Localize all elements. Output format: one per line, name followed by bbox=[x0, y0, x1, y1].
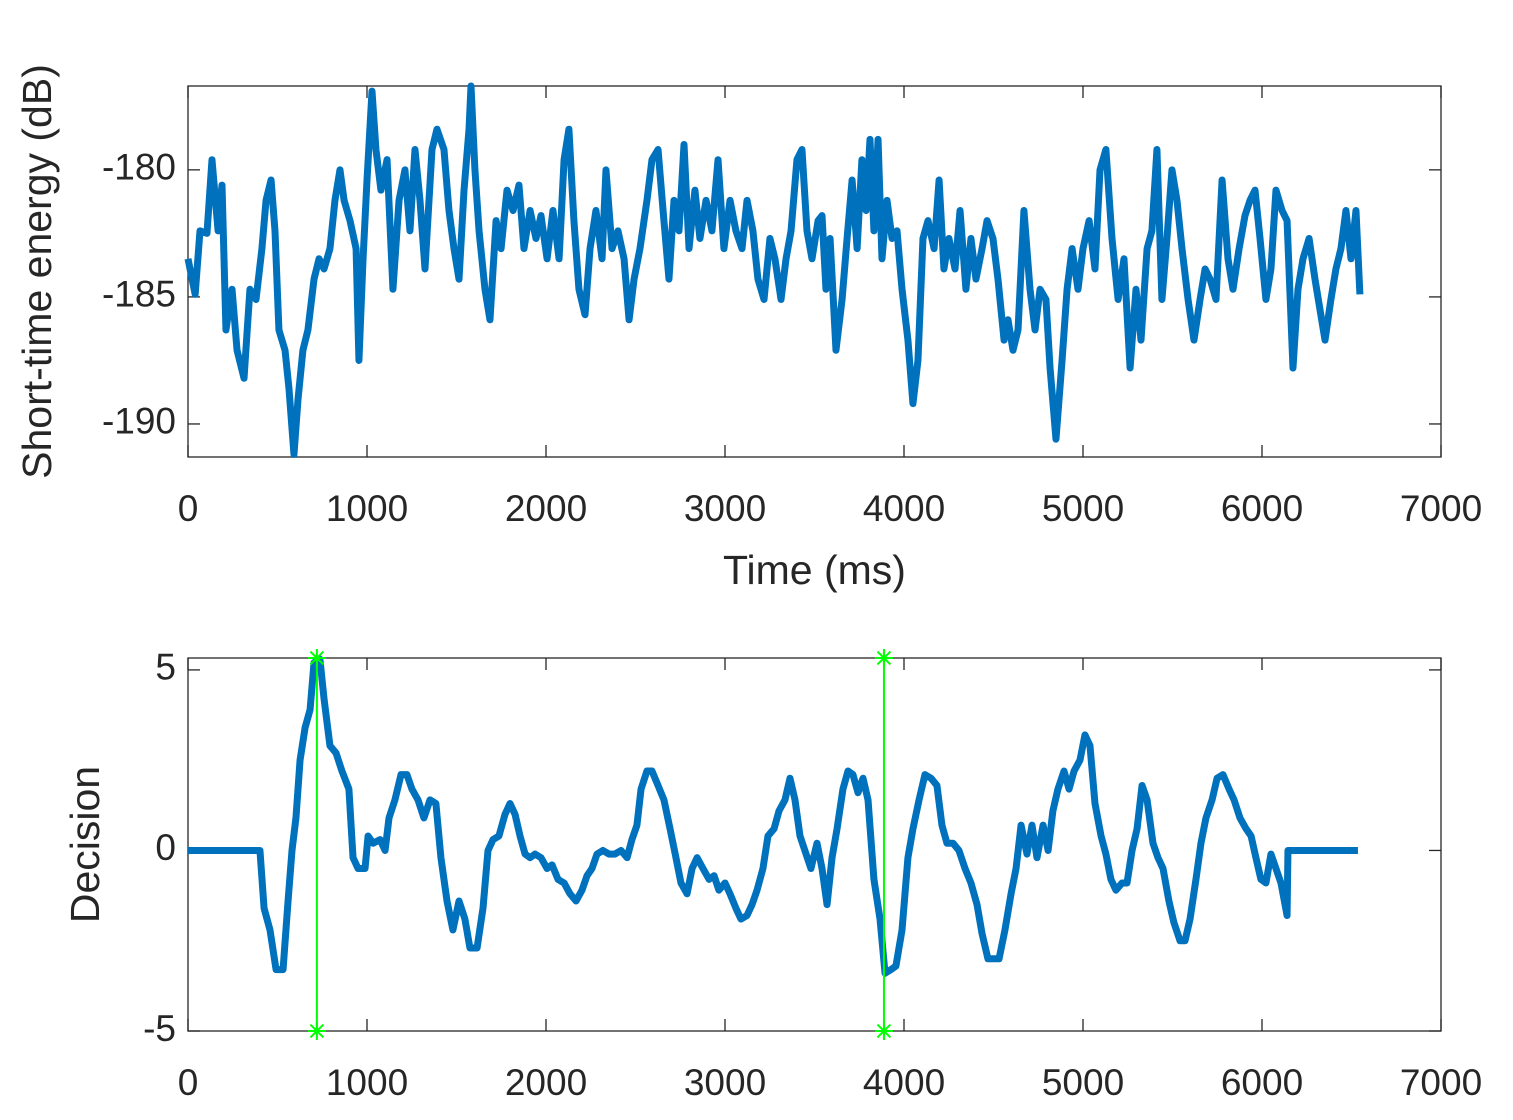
y-tick-label: -5 bbox=[143, 1008, 176, 1049]
x-tick-label: 3000 bbox=[684, 488, 766, 529]
x-tick-label: 5000 bbox=[1042, 1062, 1124, 1103]
y-tick-label: -180 bbox=[102, 147, 176, 188]
y-axis-label: Decision bbox=[62, 766, 108, 923]
x-tick-label: 0 bbox=[178, 488, 199, 529]
x-tick-label: 4000 bbox=[863, 488, 945, 529]
y-tick-label: 0 bbox=[155, 827, 176, 868]
x-tick-label: 7000 bbox=[1400, 1062, 1482, 1103]
x-tick-label: 2000 bbox=[505, 488, 587, 529]
star-marker bbox=[307, 1022, 326, 1040]
x-tick-label: 1000 bbox=[326, 488, 408, 529]
y-tick-label: -185 bbox=[102, 274, 176, 315]
star-marker bbox=[307, 649, 326, 667]
x-tick-label: 0 bbox=[178, 1062, 199, 1103]
x-tick-label: 6000 bbox=[1221, 488, 1303, 529]
y-tick-label: -190 bbox=[102, 401, 176, 442]
x-tick-label: 1000 bbox=[326, 1062, 408, 1103]
x-tick-label: 5000 bbox=[1042, 488, 1124, 529]
x-tick-label: 3000 bbox=[684, 1062, 766, 1103]
x-axis-label: Time (ms) bbox=[723, 547, 906, 593]
star-marker bbox=[874, 649, 893, 667]
x-tick-label: 7000 bbox=[1400, 488, 1482, 529]
x-tick-label: 2000 bbox=[505, 1062, 587, 1103]
data-line bbox=[188, 655, 1358, 977]
star-marker bbox=[874, 1022, 893, 1040]
data-line bbox=[184, 82, 1364, 458]
y-tick-label: 5 bbox=[155, 647, 176, 688]
y-axis-label: Short-time energy (dB) bbox=[14, 64, 60, 479]
x-tick-label: 4000 bbox=[863, 1062, 945, 1103]
x-tick-label: 6000 bbox=[1221, 1062, 1303, 1103]
